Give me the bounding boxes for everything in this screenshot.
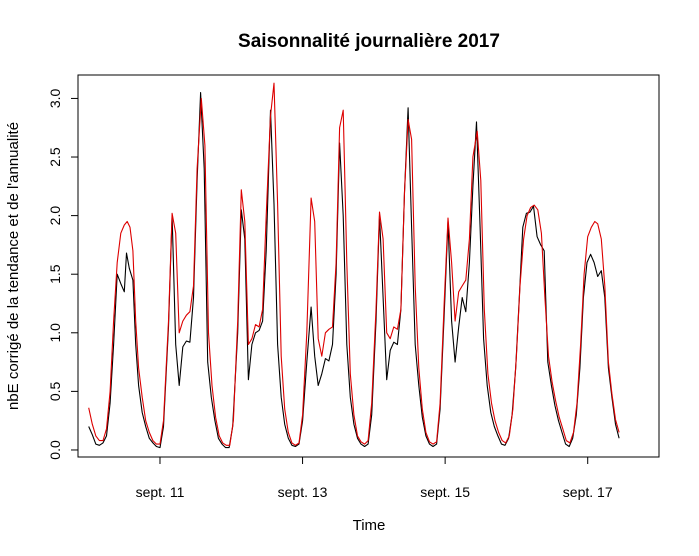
y-tick-label-0: 0.0 [47, 440, 63, 460]
y-tick-label-4: 2.0 [47, 206, 63, 226]
y-axis-label: nbE corrigé de la tendance et de l'annua… [5, 122, 22, 410]
y-tick-label-3: 1.5 [47, 264, 63, 284]
plot-frame [77, 74, 660, 458]
x-tick-label-0: sept. 11 [136, 484, 185, 500]
series-line-0 [88, 92, 620, 449]
x-tick-label-3: sept. 17 [563, 484, 613, 500]
y-axis: 0.0 0.5 1.0 1.5 2.0 2.5 3.0 [47, 88, 78, 460]
y-tick-label-6: 3.0 [47, 88, 63, 108]
series-group [88, 82, 620, 449]
x-tick-label-1: sept. 13 [278, 484, 328, 500]
x-axis: sept. 11 sept. 13 sept. 15 sept. 17 [136, 457, 613, 500]
series-line-1 [88, 82, 620, 446]
x-axis-label: Time [353, 517, 386, 534]
y-tick-label-1: 0.5 [47, 381, 63, 401]
x-tick-label-2: sept. 15 [420, 484, 470, 500]
chart-title: Saisonnalité journalière 2017 [238, 31, 500, 52]
y-tick-label-5: 2.5 [47, 147, 63, 167]
y-tick-label-2: 1.0 [47, 323, 63, 343]
